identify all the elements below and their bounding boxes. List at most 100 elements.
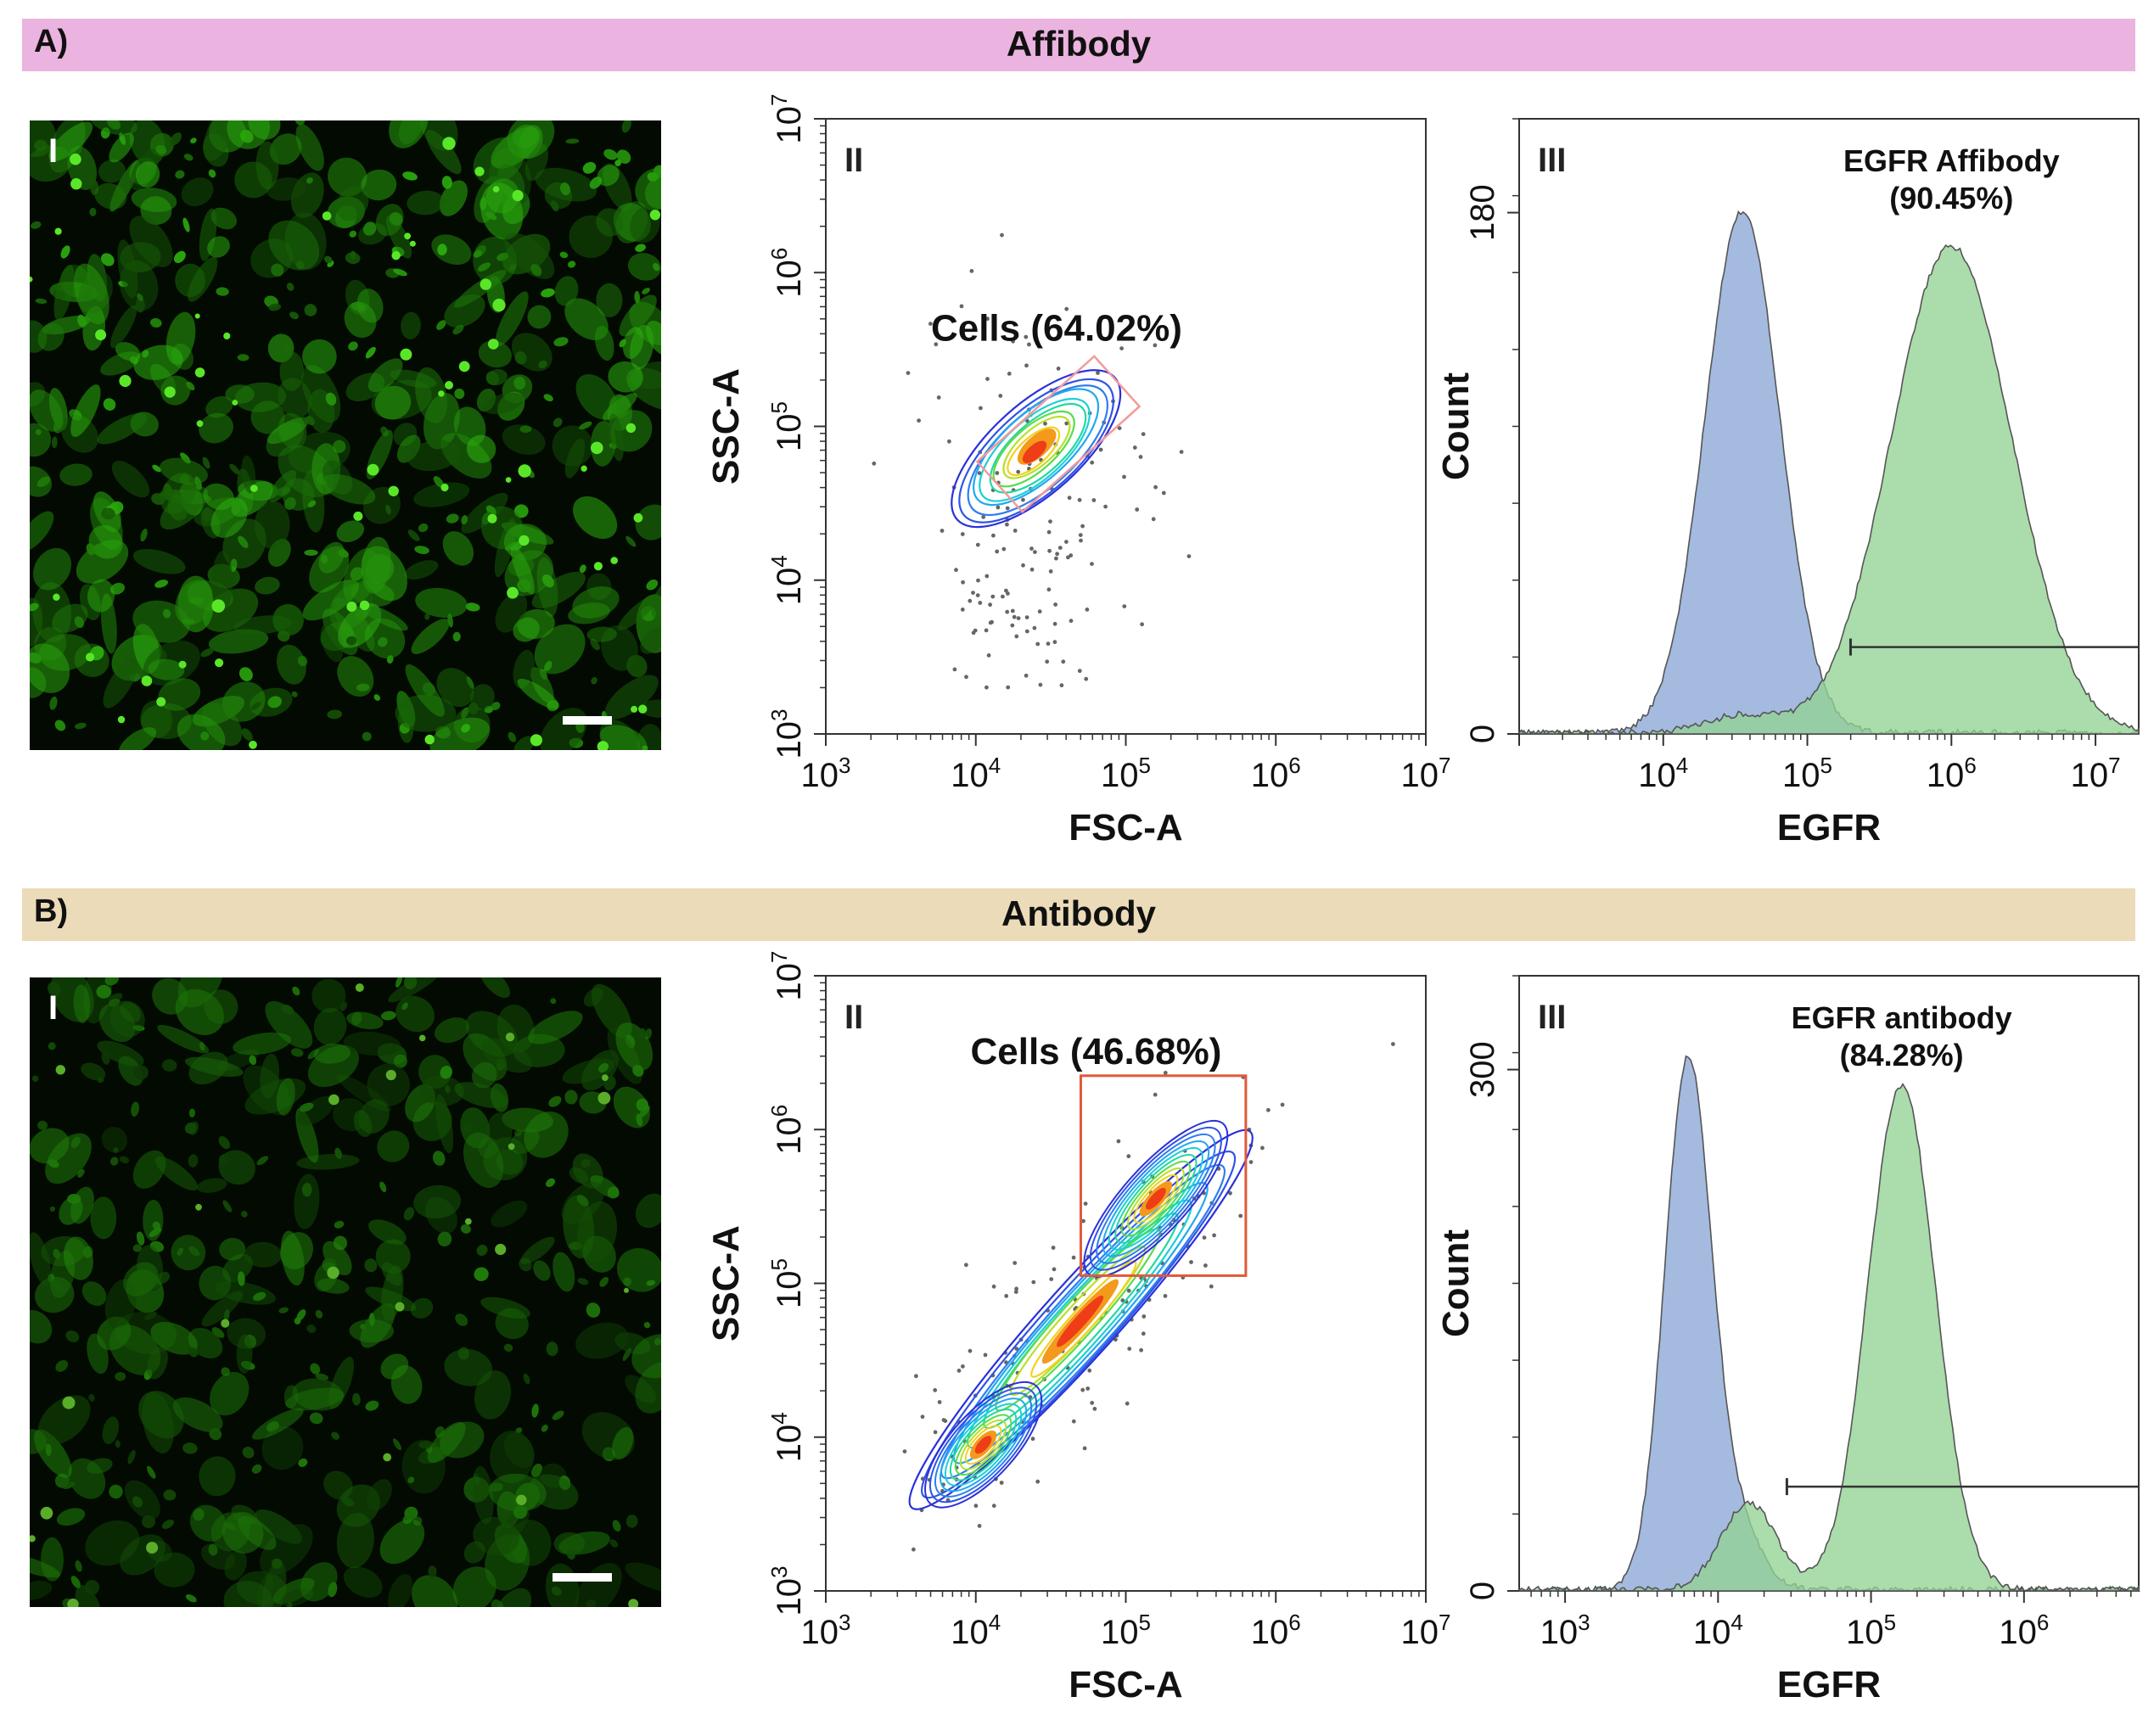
cell (625, 1515, 638, 1528)
x-tick-label: 103 (801, 753, 851, 794)
cell (290, 1048, 304, 1057)
cell (142, 1392, 174, 1453)
event-dot (1005, 609, 1010, 614)
cell (599, 725, 648, 750)
cell (627, 253, 661, 281)
cell (211, 1327, 225, 1338)
y-tick-label: 105 (766, 1258, 808, 1308)
event-dot (1071, 1255, 1076, 1260)
event-dot (1135, 507, 1140, 512)
event-dot (964, 675, 968, 680)
cell (621, 120, 631, 133)
event-dot (1122, 474, 1126, 479)
cell (31, 1075, 39, 1082)
event-dot (1021, 497, 1025, 502)
cell (485, 211, 497, 221)
cell (204, 989, 238, 1024)
cell (155, 144, 167, 155)
cell (608, 361, 643, 393)
cell (254, 501, 290, 549)
cell (136, 1231, 145, 1246)
event-dot (988, 602, 992, 608)
event-dot (1248, 1160, 1254, 1164)
cell (111, 460, 150, 498)
bright-cell (597, 741, 609, 750)
event-dot (995, 471, 1000, 475)
cell (503, 1343, 513, 1352)
cell (97, 1076, 104, 1084)
event-dot (1202, 1235, 1207, 1240)
cell (37, 322, 65, 351)
bright-cell (391, 251, 401, 260)
event-dot (985, 377, 990, 381)
event-dot (1024, 334, 1029, 339)
event-dot (1125, 1401, 1130, 1406)
event-dot (1010, 623, 1015, 628)
bright-cell (40, 1506, 53, 1520)
bright-cell (328, 1094, 339, 1106)
cell (161, 1519, 174, 1530)
cell (643, 1322, 651, 1329)
cell (334, 1147, 342, 1159)
event-dot (988, 620, 993, 625)
cell (630, 361, 661, 389)
contour-ring (964, 1425, 1002, 1465)
x-tick-label: 104 (951, 1610, 1001, 1651)
cell (87, 1458, 113, 1474)
cell (436, 668, 474, 708)
cell (109, 1324, 161, 1375)
cell (635, 244, 646, 252)
y-axis-label: SSC-A (705, 368, 747, 484)
cell (233, 1032, 292, 1056)
cell (344, 301, 377, 339)
cell (294, 1173, 320, 1229)
contour-ring (1108, 1146, 1203, 1251)
cell (413, 1184, 462, 1219)
contour-ring (973, 388, 1100, 507)
cell (261, 1560, 287, 1607)
cell (651, 582, 661, 619)
cell (233, 615, 293, 635)
event-dot (973, 1504, 979, 1509)
cell (205, 395, 233, 418)
bright-cell (215, 658, 224, 668)
cell (283, 344, 293, 351)
event-dot (961, 1364, 965, 1369)
cell (271, 1558, 283, 1569)
event-dot (971, 630, 976, 636)
cell (553, 417, 563, 428)
cell (514, 350, 527, 365)
cell (568, 602, 610, 624)
cell (361, 536, 391, 594)
event-dot (1043, 421, 1047, 426)
x-tick-label: 103 (1540, 1610, 1590, 1651)
panel-b-scatter-plot: 103 104 105 106 107 103 104 105 106 107 FSC-A SSC-A… (705, 951, 1450, 1705)
event-dot (1186, 554, 1192, 558)
cell (377, 1130, 410, 1162)
bright-cell (624, 1287, 629, 1293)
bright-cell (148, 1542, 156, 1550)
cell (132, 549, 186, 574)
cell-gate (975, 355, 1142, 513)
y-tick-label: 0 (1464, 725, 1501, 743)
cell (403, 977, 418, 990)
cell (461, 492, 508, 534)
x-tick-label: 106 (1999, 1610, 2049, 1651)
cell (30, 466, 53, 497)
event-dot (1117, 426, 1122, 430)
bright-cell (516, 1494, 527, 1505)
cell (30, 597, 43, 648)
cell (255, 576, 280, 595)
event-dot (1046, 529, 1052, 535)
cell (304, 304, 317, 316)
event-dot (986, 653, 991, 658)
cell (415, 367, 448, 423)
event-dot (1013, 1290, 1018, 1294)
cell (309, 546, 350, 593)
cell (596, 283, 623, 317)
cell (211, 551, 233, 615)
event-dot (1016, 616, 1021, 620)
cell (152, 464, 161, 473)
bright-cell (322, 211, 332, 221)
cell (56, 1508, 86, 1526)
